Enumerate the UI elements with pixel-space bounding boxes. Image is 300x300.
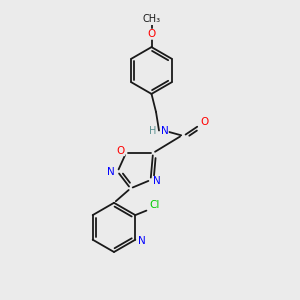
Text: H: H [148,126,156,136]
Text: N: N [138,236,146,246]
Text: O: O [147,29,156,39]
Text: N: N [107,167,115,177]
Text: N: N [160,126,168,136]
Text: O: O [200,117,209,128]
Text: O: O [116,146,125,156]
Text: Cl: Cl [149,200,159,210]
Text: CH₃: CH₃ [142,14,160,25]
Text: N: N [153,176,161,187]
